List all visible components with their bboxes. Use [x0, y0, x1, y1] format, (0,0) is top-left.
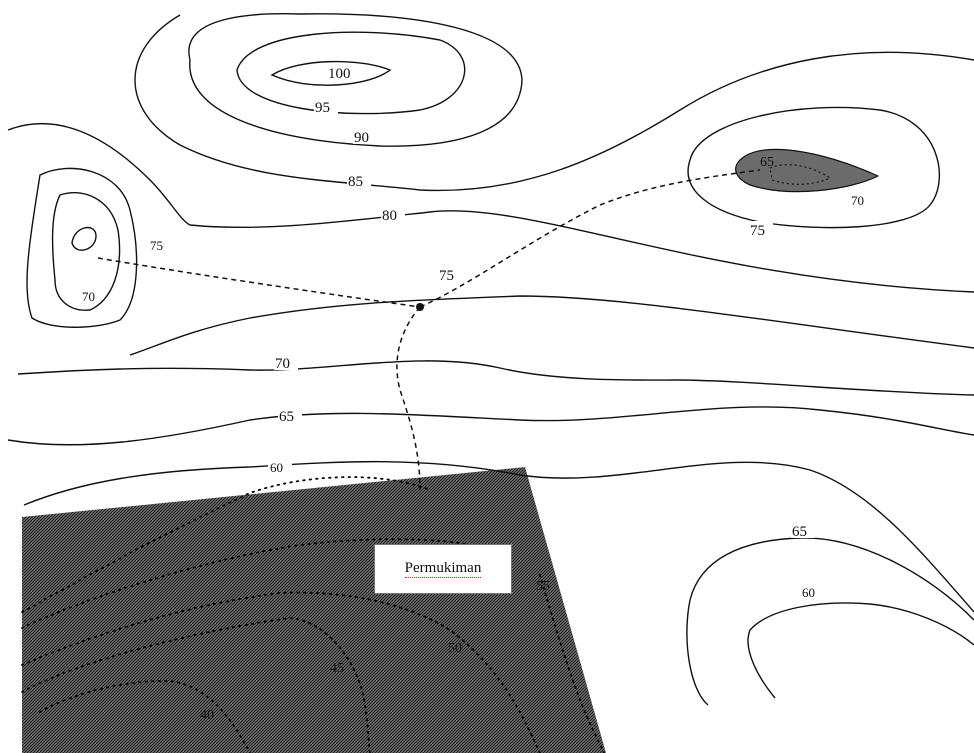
contour-label-55-urban: 55	[536, 579, 550, 594]
contour-label-65-lower-right: 65	[792, 524, 807, 540]
contour-label-75-center: 75	[439, 268, 454, 284]
contour-label-80: 80	[382, 208, 397, 224]
contour-line-left-outer	[26, 167, 138, 328]
label-bg-95	[314, 98, 338, 114]
contour-label-40-urban: 40	[200, 708, 214, 723]
contour-label-100: 100	[328, 66, 351, 82]
contour-label-70-right: 70	[851, 193, 864, 208]
contour-line-urban-60	[21, 476, 431, 613]
route-junction-point	[416, 303, 424, 311]
contour-label-95: 95	[315, 100, 330, 116]
contour-line-70	[17, 360, 974, 396]
contour-line-95	[236, 31, 466, 115]
label-bg-65-mid	[278, 407, 302, 423]
settlement-label: Permukiman	[404, 560, 482, 578]
route-line	[97, 169, 761, 491]
contour-label-65-right-top: 65	[760, 155, 774, 170]
contour-line-left-core	[71, 226, 97, 251]
label-bg-70-mid	[274, 354, 298, 370]
contour-line-urban-40	[39, 680, 251, 753]
label-bg-80	[381, 206, 405, 222]
contour-label-85: 85	[348, 174, 363, 190]
contour-line-60	[23, 460, 974, 613]
label-bg-75-right	[749, 221, 773, 237]
contour-label-75-left: 75	[150, 238, 163, 253]
contour-line-75	[129, 295, 974, 356]
contour-line-lower-right-60	[747, 602, 974, 699]
settlement-label-box: Permukiman	[374, 544, 512, 594]
contour-line-100	[270, 60, 392, 86]
contour-line-lower-right-65	[686, 537, 974, 706]
contour-label-60-mid: 60	[270, 460, 283, 475]
contour-label-70-left: 70	[82, 289, 95, 304]
contour-line-urban-50	[21, 591, 541, 753]
contour-line-65	[7, 406, 974, 446]
contour-line-right-75	[687, 106, 941, 229]
label-bg-60-mid	[268, 459, 292, 475]
contour-line-right-dotted	[769, 164, 832, 185]
contour-line-90	[188, 13, 523, 147]
contour-label-75-right: 75	[750, 223, 765, 239]
contour-line-urban-45	[21, 617, 371, 753]
label-bg-60-lower-right	[800, 584, 824, 600]
contour-line-80	[7, 122, 974, 293]
contour-label-60-lower-right: 60	[802, 585, 815, 600]
label-bg-65-lower-right	[791, 522, 815, 538]
right-hilltop-filled	[735, 148, 880, 193]
contour-line-left-inner	[51, 191, 121, 311]
label-bg-100	[326, 64, 360, 80]
contour-label-65-mid: 65	[279, 409, 294, 425]
settlement-area	[22, 467, 606, 753]
label-bg-85	[347, 172, 371, 188]
contour-line-urban-55	[21, 538, 471, 629]
label-bg-75-center	[438, 266, 462, 282]
contour-label-45-urban: 45	[330, 661, 344, 676]
contour-label-90: 90	[354, 130, 369, 146]
contour-label-70-mid: 70	[275, 356, 290, 372]
contour-label-50-urban: 50	[448, 641, 462, 656]
contour-line-85	[134, 14, 974, 192]
label-bg-90	[353, 128, 377, 144]
